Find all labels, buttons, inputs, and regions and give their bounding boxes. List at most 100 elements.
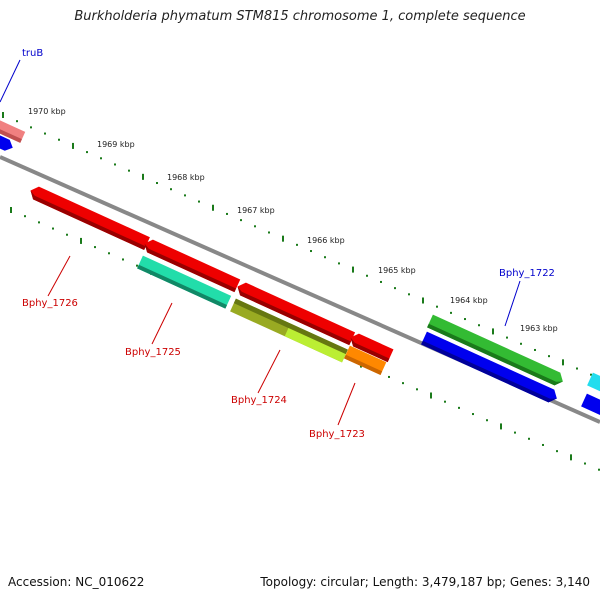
tick-mark xyxy=(590,373,592,376)
tick-label-1967: 1967 kbp xyxy=(237,206,275,215)
tick-mark xyxy=(528,437,530,440)
tick-mark xyxy=(338,262,340,265)
leader-bphy-1722 xyxy=(504,280,521,327)
tick-label-1965: 1965 kbp xyxy=(378,266,416,275)
tick-mark xyxy=(570,454,572,461)
tick-mark xyxy=(402,382,404,385)
tick-mark xyxy=(444,400,446,403)
label-bphy-1725[interactable]: Bphy_1725 xyxy=(125,347,181,358)
tick-mark xyxy=(16,120,18,123)
tick-mark xyxy=(430,392,432,399)
tick-mark xyxy=(472,413,474,416)
label-bphy-1724[interactable]: Bphy_1724 xyxy=(231,395,287,406)
tick-mark xyxy=(136,264,138,267)
tick-mark xyxy=(576,367,578,370)
leader-bphy-1723 xyxy=(337,382,356,426)
tick-mark xyxy=(86,151,88,154)
gene-red-3[interactable] xyxy=(235,280,356,346)
tick-mark xyxy=(436,305,438,308)
tick-mark xyxy=(486,419,488,422)
gene-red-2[interactable] xyxy=(142,237,241,293)
tick-mark xyxy=(10,207,12,213)
tick-mark xyxy=(506,336,508,339)
tick-mark xyxy=(366,274,368,277)
tick-mark xyxy=(30,126,32,129)
tick-mark xyxy=(394,287,396,290)
gene-bphy-1723[interactable] xyxy=(344,345,387,375)
tick-mark xyxy=(310,250,312,253)
tick-mark xyxy=(80,237,82,244)
tick-mark xyxy=(464,318,466,321)
tick-mark xyxy=(52,227,54,230)
tick-mark xyxy=(100,157,102,160)
tick-mark xyxy=(324,256,326,259)
tick-mark xyxy=(58,138,60,141)
leader-truB xyxy=(0,59,21,103)
tick-mark xyxy=(408,293,410,296)
leader-bphy-1725 xyxy=(151,302,173,345)
tick-mark xyxy=(352,266,354,273)
tick-mark xyxy=(534,348,536,351)
gene-blue-left[interactable] xyxy=(0,132,15,153)
label-bphy-1726[interactable]: Bphy_1726 xyxy=(22,298,78,309)
tick-mark xyxy=(514,431,516,434)
tick-mark xyxy=(416,388,418,391)
tick-mark xyxy=(458,406,460,409)
tick-label-1970: 1970 kbp xyxy=(28,107,66,116)
tick-mark xyxy=(156,182,158,185)
tick-mark xyxy=(142,173,144,180)
label-truB[interactable]: truB xyxy=(22,48,43,59)
label-bphy-1722[interactable]: Bphy_1722 xyxy=(499,268,555,279)
tick-label-1968: 1968 kbp xyxy=(167,173,205,182)
tick-mark xyxy=(128,169,130,172)
tick-mark xyxy=(562,359,564,366)
gene-blue-1722b[interactable] xyxy=(421,331,560,405)
tick-mark xyxy=(388,375,390,378)
tick-mark xyxy=(2,112,4,118)
tick-mark xyxy=(584,462,586,465)
gene-bphy-1726[interactable] xyxy=(28,184,150,250)
tick-mark xyxy=(520,342,522,345)
tick-mark xyxy=(268,231,270,234)
tick-mark xyxy=(212,204,214,211)
gene-blue-right[interactable] xyxy=(581,393,600,423)
gene-red-4[interactable] xyxy=(348,331,394,363)
gene-cyan-partial[interactable] xyxy=(587,372,600,398)
tick-mark xyxy=(94,246,96,249)
tick-mark xyxy=(478,324,480,327)
gene-bphy-1722[interactable] xyxy=(427,314,566,388)
gene-bphy-1724[interactable] xyxy=(230,298,348,363)
tick-mark xyxy=(492,328,494,335)
accession-text: Accession: NC_010622 xyxy=(8,575,145,589)
leader-bphy-1726 xyxy=(47,255,71,297)
gene-bphy-1725[interactable] xyxy=(137,255,232,309)
tick-mark xyxy=(296,243,298,246)
label-bphy-1723[interactable]: Bphy_1723 xyxy=(309,429,365,440)
tick-mark xyxy=(122,258,124,261)
tick-label-1966: 1966 kbp xyxy=(307,236,345,245)
tick-mark xyxy=(254,225,256,228)
tick-mark xyxy=(226,212,228,215)
tick-mark xyxy=(240,219,242,222)
gene-truB[interactable] xyxy=(0,117,26,143)
tick-mark xyxy=(72,142,74,149)
tick-mark xyxy=(170,188,172,191)
tick-mark xyxy=(108,252,110,255)
tick-mark xyxy=(422,297,424,304)
leader-bphy-1724 xyxy=(257,349,281,394)
summary-text: Topology: circular; Length: 3,479,187 bp… xyxy=(260,575,590,589)
tick-mark xyxy=(542,443,544,446)
tick-mark xyxy=(556,450,558,453)
tick-mark xyxy=(450,311,452,314)
tick-mark xyxy=(184,194,186,197)
tick-label-1969: 1969 kbp xyxy=(97,140,135,149)
tick-mark xyxy=(548,355,550,358)
map-title: Burkholderia phymatum STM815 chromosome … xyxy=(74,9,526,24)
tick-mark xyxy=(198,200,200,203)
tick-mark xyxy=(282,235,284,242)
tick-mark xyxy=(66,233,68,236)
tick-mark xyxy=(44,132,46,135)
tick-mark xyxy=(38,221,40,224)
tick-mark xyxy=(598,468,600,471)
